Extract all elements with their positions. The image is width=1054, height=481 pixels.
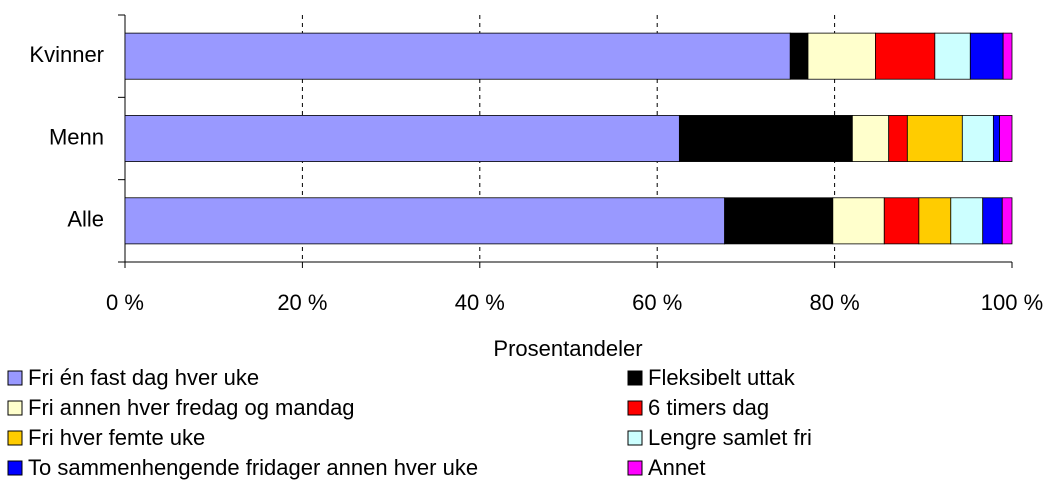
bar-segment [789, 32, 809, 80]
legend-label: Fri hver femte uke [28, 425, 205, 450]
y-tick-label: Menn [49, 124, 104, 149]
legend-swatch [7, 370, 23, 386]
legend-swatch [627, 460, 643, 476]
bar-segment [832, 197, 885, 245]
y-tick-label: Kvinner [29, 42, 104, 67]
legend-swatch [627, 370, 643, 386]
bar-segment [982, 197, 1003, 245]
legend-label: Fri én fast dag hver uke [28, 365, 259, 390]
bar-segment [999, 115, 1013, 162]
bar-segment [961, 115, 994, 162]
bar-segment [1002, 32, 1013, 80]
legend-swatch [627, 400, 643, 416]
bar-segment [807, 32, 876, 80]
legend-label: Fleksibelt uttak [648, 365, 796, 390]
bar-segment [851, 115, 890, 162]
bar-segment [724, 197, 834, 245]
x-tick-label: 80 % [810, 290, 860, 315]
legend-swatch [7, 460, 23, 476]
bar-segment [678, 115, 853, 162]
bar-segment [992, 115, 1000, 162]
legend-swatch [7, 400, 23, 416]
x-axis-label: Prosentandeler [493, 336, 642, 361]
bar-segment [124, 115, 680, 162]
legend-label: Fri annen hver fredag og mandag [28, 395, 355, 420]
bar-segment [875, 32, 936, 80]
legend-swatch [7, 430, 23, 446]
bar-segment [124, 197, 726, 245]
x-tick-label: 60 % [632, 290, 682, 315]
y-tick-label: Alle [67, 207, 104, 232]
bar-segment [934, 32, 971, 80]
legend-label: 6 timers dag [648, 395, 769, 420]
x-tick-label: 20 % [277, 290, 327, 315]
legend-label: Annet [648, 455, 706, 480]
bar-segment [950, 197, 984, 245]
bar-segment [124, 32, 791, 80]
x-tick-label: 40 % [455, 290, 505, 315]
bar-segment [969, 32, 1004, 80]
bar-segment [906, 115, 963, 162]
bar-segment [1001, 197, 1013, 245]
legend-swatch [627, 430, 643, 446]
x-tick-label: 0 % [106, 290, 144, 315]
legend-label: Lengre samlet fri [648, 425, 812, 450]
x-tick-label: 100 % [981, 290, 1043, 315]
bar-segment [918, 197, 952, 245]
legend-label: To sammenhengende fridager annen hver uk… [28, 455, 478, 480]
bar-segment [888, 115, 908, 162]
bar-segment [883, 197, 920, 245]
